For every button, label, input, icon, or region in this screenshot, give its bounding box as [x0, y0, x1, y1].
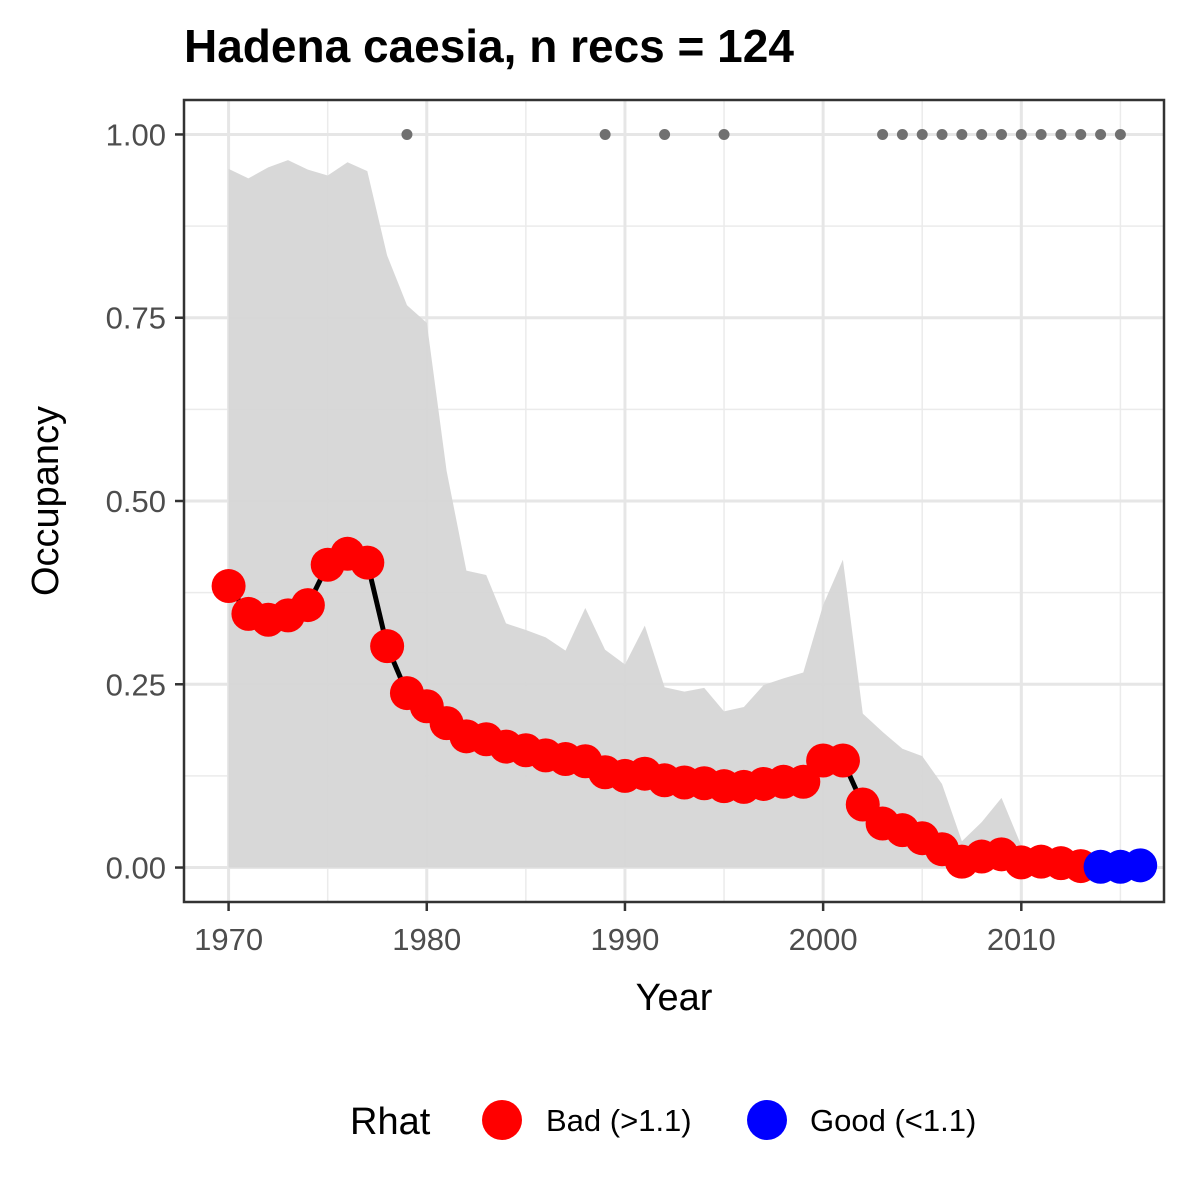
x-tick-label: 1980 [392, 922, 461, 957]
record-point [1075, 129, 1086, 140]
x-tick-label: 2000 [789, 922, 858, 957]
x-tick-label: 1970 [194, 922, 263, 957]
data-point-bad [350, 546, 384, 580]
y-tick-label: 0.50 [106, 484, 166, 519]
record-point [1016, 129, 1027, 140]
record-point [877, 129, 888, 140]
chart-title: Hadena caesia, n recs = 124 [184, 20, 794, 72]
legend-title: Rhat [350, 1101, 431, 1143]
data-point-good [1123, 848, 1157, 882]
record-point [1055, 129, 1066, 140]
y-tick-label: 1.00 [106, 117, 166, 152]
legend: Rhat Bad (>1.1) Good (<1.1) [350, 1100, 976, 1143]
x-tick-label: 2010 [987, 922, 1056, 957]
y-tick-label: 0.25 [106, 667, 166, 702]
record-point [956, 129, 967, 140]
record-point [1036, 129, 1047, 140]
record-point [996, 129, 1007, 140]
record-point [937, 129, 948, 140]
record-point [1115, 129, 1126, 140]
y-tick-label: 0.75 [106, 301, 166, 336]
data-point-bad [370, 629, 404, 663]
x-tick-label: 1990 [590, 922, 659, 957]
record-point [659, 129, 670, 140]
data-point-bad [826, 744, 860, 778]
record-point [401, 129, 412, 140]
legend-label-good: Good (<1.1) [810, 1103, 976, 1138]
record-point [917, 129, 928, 140]
legend-label-bad: Bad (>1.1) [546, 1103, 692, 1138]
x-axis: 1970 1980 1990 2000 2010 [194, 902, 1056, 957]
y-tick-label: 0.00 [106, 851, 166, 886]
record-point [897, 129, 908, 140]
data-point-bad [212, 569, 246, 603]
record-point [1095, 129, 1106, 140]
x-axis-title: Year [636, 977, 713, 1019]
record-point [719, 129, 730, 140]
record-point [600, 129, 611, 140]
legend-key-bad [482, 1100, 522, 1140]
record-point [976, 129, 987, 140]
data-point-bad [291, 588, 325, 622]
y-axis-title: Occupancy [25, 406, 67, 596]
legend-key-good [747, 1100, 787, 1140]
y-axis: 0.00 0.25 0.50 0.75 1.00 [106, 117, 184, 885]
